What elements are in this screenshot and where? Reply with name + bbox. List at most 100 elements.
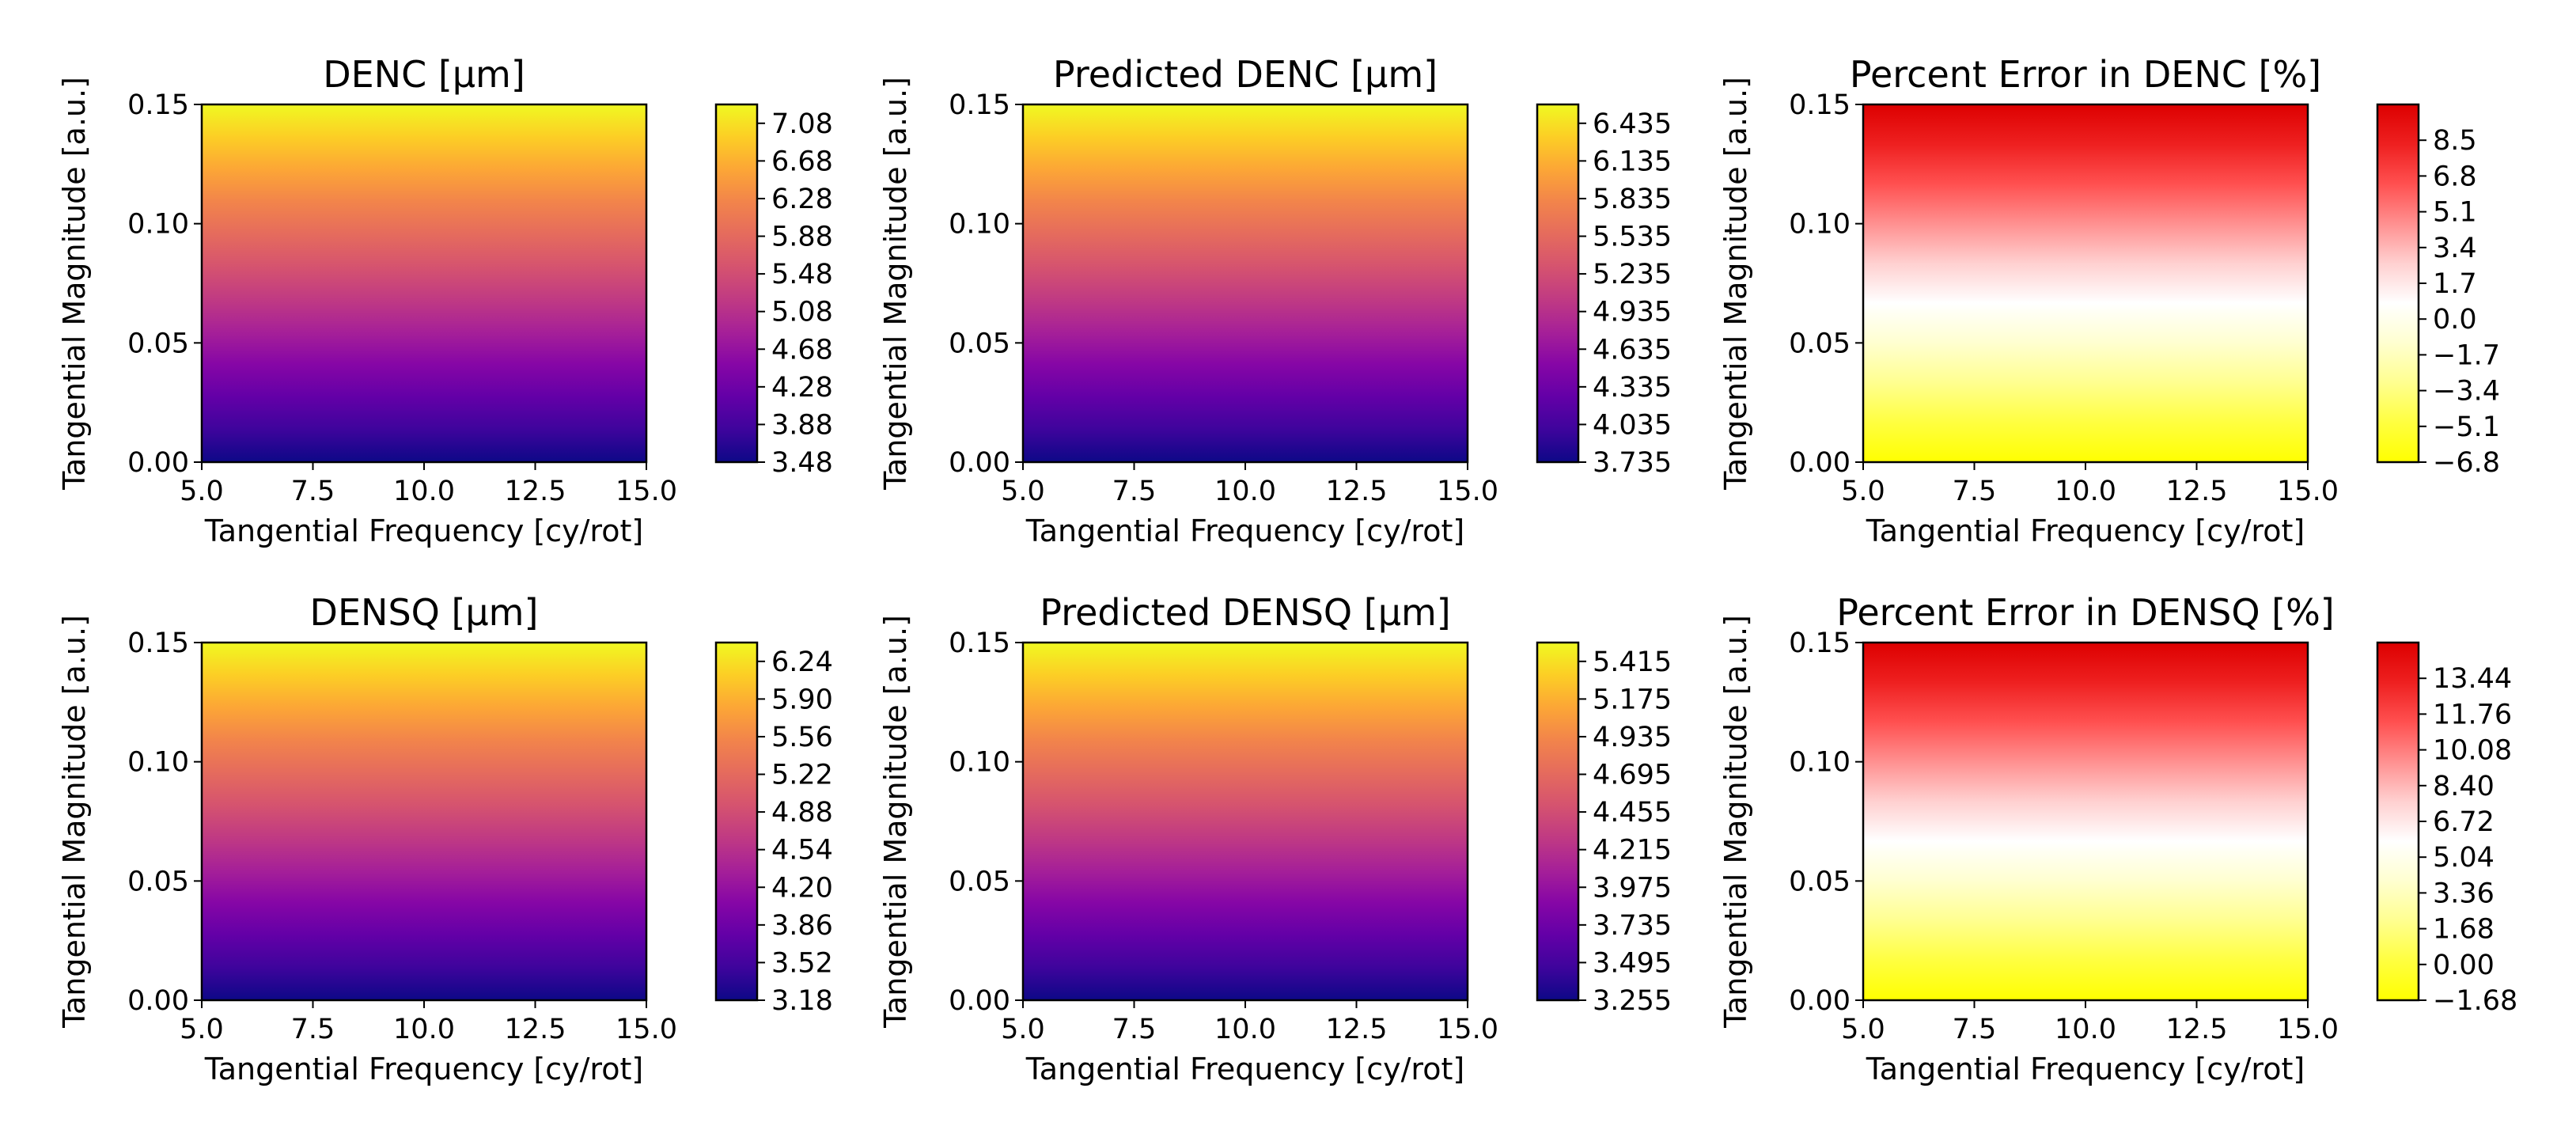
colorbar-frame — [714, 103, 759, 464]
y-axis-label: Tangential Magnitude [a.u.] — [878, 77, 913, 491]
heatmap-field — [1863, 643, 2308, 1000]
x-tick-label: 5.0 — [1841, 476, 1885, 507]
chart-panel-2: Predicted DENC [µm] 5.0 7.5 10.0 12.5 15.0 0.0… — [878, 53, 1672, 548]
x-tick-label: 15.0 — [2277, 1014, 2339, 1045]
y-tick-label: 0.00 — [127, 447, 189, 479]
x-tick-label: 7.5 — [1112, 1014, 1157, 1045]
colorbar-tick-label: 0.00 — [2433, 950, 2495, 981]
x-tick-label: 7.5 — [291, 1014, 335, 1045]
colorbar-tick-label: 4.035 — [1593, 409, 1672, 441]
x-tick-label: 7.5 — [1112, 476, 1157, 507]
y-tick-label: 0.05 — [1789, 866, 1851, 897]
x-tick-label: 5.0 — [1841, 1014, 1885, 1045]
colorbar-tick-label: 4.695 — [1593, 760, 1672, 791]
chart-title: Predicted DENC [µm] — [1053, 53, 1438, 96]
y-tick-label: 0.05 — [949, 866, 1010, 897]
heatmap-field — [202, 104, 646, 462]
y-tick-label: 0.00 — [949, 985, 1010, 1017]
colorbar-tick-label: 3.86 — [771, 910, 833, 942]
x-tick-label: 10.0 — [393, 1014, 455, 1045]
y-axis-label: Tangential Magnitude [a.u.] — [1718, 77, 1753, 491]
x-axis-label: Tangential Frequency [cy/rot] — [204, 514, 643, 548]
colorbar-tick-label: 6.8 — [2433, 161, 2477, 192]
colorbar-tick-label: 5.56 — [771, 722, 833, 753]
y-tick-label: 0.15 — [949, 89, 1010, 121]
colorbar-tick-label: 8.40 — [2433, 771, 2495, 802]
x-tick-label: 7.5 — [1953, 476, 1997, 507]
x-tick-label: 12.5 — [2166, 1014, 2228, 1045]
colorbar-tick-label: 4.455 — [1593, 797, 1672, 829]
colorbar-tick-label: 7.08 — [771, 108, 833, 140]
colorbar-tick-label: 5.835 — [1593, 184, 1672, 215]
y-tick-label: 0.05 — [127, 328, 189, 359]
colorbar-tick-label: 3.735 — [1593, 447, 1672, 479]
colorbar-tick-label: 4.28 — [771, 372, 833, 404]
colorbar-tick-label: 6.135 — [1593, 146, 1672, 177]
x-tick-label: 5.0 — [180, 476, 224, 507]
colorbar-tick-label: 3.975 — [1593, 872, 1672, 904]
y-tick-label: 0.00 — [127, 985, 189, 1017]
colorbar-tick-label: −3.4 — [2433, 376, 2500, 408]
colorbar-tick-label: 3.4 — [2433, 233, 2477, 264]
heatmap-field — [1023, 104, 1468, 462]
x-tick-label: 12.5 — [1326, 1014, 1388, 1045]
colorbar-tick-label: 4.88 — [771, 797, 833, 829]
colorbar-tick-label: 3.52 — [771, 947, 833, 979]
colorbar — [716, 104, 757, 462]
y-tick-label: 0.15 — [127, 89, 189, 121]
y-tick-label: 0.00 — [1789, 447, 1851, 479]
colorbar-tick-label: 5.04 — [2433, 842, 2495, 874]
colorbar — [2377, 104, 2419, 462]
y-tick-label: 0.15 — [127, 628, 189, 659]
x-tick-label: 10.0 — [393, 476, 455, 507]
colorbar-tick-label: 3.495 — [1593, 947, 1672, 979]
x-tick-label: 15.0 — [616, 476, 677, 507]
colorbar-tick-label: 3.18 — [771, 985, 833, 1017]
colorbar-tick-label: 6.24 — [771, 647, 833, 678]
colorbar-tick-label: 5.175 — [1593, 684, 1672, 715]
colorbar-tick-label: 5.88 — [771, 222, 833, 253]
colorbar — [2377, 643, 2419, 1000]
x-axis-label: Tangential Frequency [cy/rot] — [204, 1052, 643, 1086]
y-tick-label: 0.10 — [1789, 747, 1851, 779]
y-tick-label: 0.10 — [949, 209, 1010, 241]
colorbar-tick-label: 3.255 — [1593, 985, 1672, 1017]
colorbar — [1537, 104, 1578, 462]
heatmap-field — [202, 643, 646, 1000]
chart-title: Percent Error in DENC [%] — [1850, 53, 2321, 96]
y-tick-label: 0.10 — [1789, 209, 1851, 241]
heatmap-field — [1863, 104, 2308, 462]
colorbar-tick-label: −6.8 — [2433, 447, 2500, 479]
colorbar-tick-label: 11.76 — [2433, 699, 2512, 730]
x-tick-label: 5.0 — [1001, 1014, 1045, 1045]
colorbar — [1537, 643, 1578, 1000]
x-axis-label: Tangential Frequency [cy/rot] — [1866, 514, 2305, 548]
colorbar-tick-label: 3.88 — [771, 409, 833, 441]
x-axis-label: Tangential Frequency [cy/rot] — [1025, 514, 1464, 548]
y-tick-label: 0.10 — [127, 209, 189, 241]
x-tick-label: 10.0 — [2055, 476, 2116, 507]
y-tick-label: 0.00 — [949, 447, 1010, 479]
colorbar-tick-label: 13.44 — [2433, 663, 2512, 695]
colorbar-tick-label: 5.535 — [1593, 222, 1672, 253]
colorbar-tick-label: −1.68 — [2433, 985, 2517, 1017]
colorbar-tick-label: 6.435 — [1593, 108, 1672, 140]
y-axis-label: Tangential Magnitude [a.u.] — [878, 615, 913, 1029]
y-tick-label: 0.10 — [127, 747, 189, 779]
y-tick-label: 0.05 — [1789, 328, 1851, 359]
colorbar-tick-label: 5.08 — [771, 297, 833, 328]
colorbar-tick-label: 3.36 — [2433, 878, 2495, 909]
y-axis-label: Tangential Magnitude [a.u.] — [57, 77, 92, 491]
colorbar-tick-label: 4.335 — [1593, 372, 1672, 404]
x-tick-label: 12.5 — [2166, 476, 2228, 507]
chart-title: DENSQ [µm] — [310, 591, 539, 634]
heatmap-field — [1023, 643, 1468, 1000]
x-tick-label: 7.5 — [291, 476, 335, 507]
x-tick-label: 5.0 — [1001, 476, 1045, 507]
y-tick-label: 0.15 — [949, 628, 1010, 659]
colorbar — [716, 643, 757, 1000]
y-axis-label: Tangential Magnitude [a.u.] — [1718, 615, 1753, 1029]
chart-panel-3: Percent Error in DENC [%] 5.0 7.5 10.0 12.5 1… — [1718, 53, 2500, 548]
